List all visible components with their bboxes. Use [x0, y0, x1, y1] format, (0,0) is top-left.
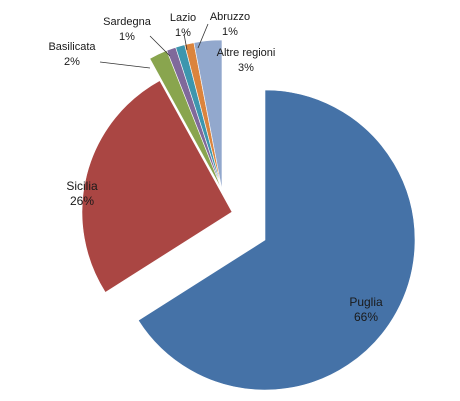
slice-label-lazio: Lazio 1% — [170, 12, 196, 39]
slice-percent-basilicata: 2% — [64, 56, 80, 68]
slice-label-altre-regioni: Altre regioni 3% — [217, 47, 276, 74]
slice-label-basilicata: Basilicata 2% — [48, 41, 96, 68]
slice-percent-altre-regioni: 3% — [238, 62, 254, 74]
pie-slice-sicilia — [81, 80, 233, 293]
pie-slices — [81, 39, 416, 391]
slice-percent-sardegna: 1% — [119, 31, 135, 43]
slice-labels: Puglia 66% Sicilia 26% Basilicata 2% Sardegna 1… — [48, 11, 383, 324]
slice-name-sicilia: Sicilia — [66, 179, 98, 193]
slice-name-basilicata: Basilicata — [48, 41, 96, 53]
slice-percent-sicilia: 26% — [70, 194, 94, 208]
leader-lines — [99, 23, 209, 69]
slice-name-altre-regioni: Altre regioni — [217, 47, 276, 59]
slice-percent-puglia: 66% — [354, 310, 378, 324]
leader-line-lazio — [183, 33, 188, 51]
slice-percent-lazio: 1% — [175, 27, 191, 39]
leader-line-basilicata — [99, 61, 151, 69]
slice-label-sicilia: Sicilia 26% — [66, 179, 98, 208]
slice-name-puglia: Puglia — [349, 295, 383, 309]
pie-slice-altre-regioni — [193, 39, 223, 191]
slice-label-puglia: Puglia 66% — [349, 295, 383, 324]
pie-slice-puglia — [137, 89, 416, 391]
slice-name-abruzzo: Abruzzo — [210, 11, 250, 23]
slice-name-sardegna: Sardegna — [103, 16, 152, 28]
slice-name-lazio: Lazio — [170, 12, 196, 24]
leader-line-abruzzo — [197, 23, 209, 49]
leader-line-sardegna — [149, 35, 171, 57]
slice-percent-abruzzo: 1% — [222, 26, 238, 38]
slice-label-abruzzo: Abruzzo 1% — [210, 11, 250, 38]
slice-label-sardegna: Sardegna 1% — [103, 16, 152, 43]
